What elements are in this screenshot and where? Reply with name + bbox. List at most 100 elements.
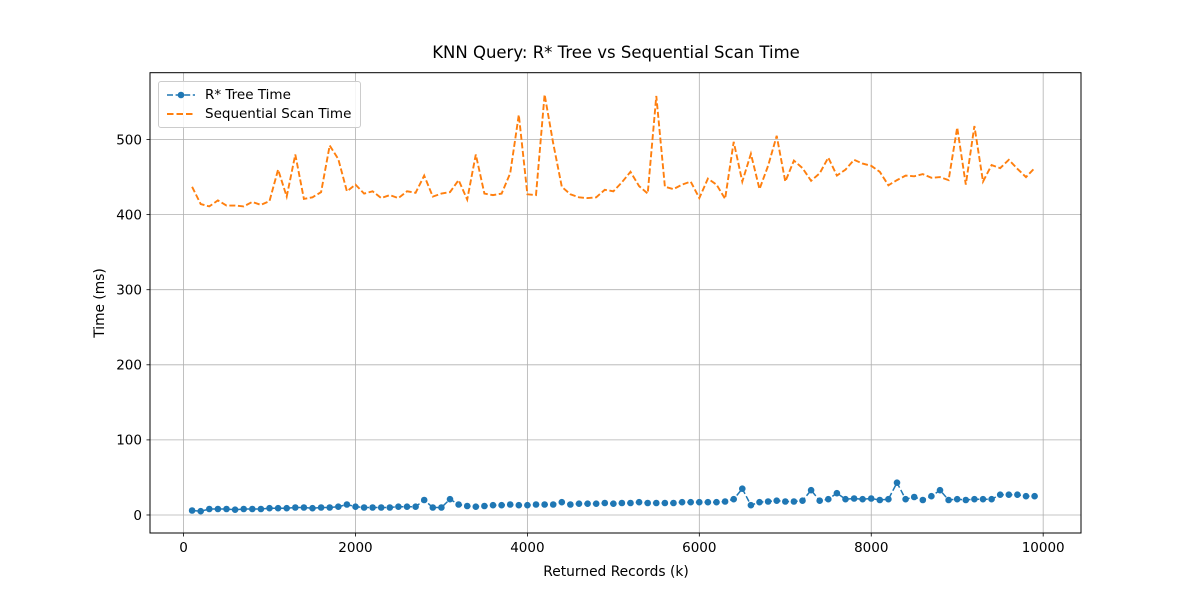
data-point-marker	[429, 504, 437, 511]
data-point-marker	[730, 495, 737, 503]
data-point-marker	[515, 501, 523, 509]
data-point-marker	[575, 500, 583, 508]
data-point-marker	[489, 501, 497, 509]
x-tick-label: 4000	[510, 540, 544, 556]
legend-label-rtree: R* Tree Time	[205, 87, 291, 103]
data-point-marker	[1031, 492, 1038, 500]
data-point-marker	[756, 498, 763, 506]
y-tick-label: 100	[116, 433, 142, 449]
legend: R* Tree Time Sequential Scan Time	[158, 81, 362, 128]
data-point-marker	[257, 505, 265, 513]
data-point-marker	[300, 504, 308, 511]
data-point-marker	[601, 499, 609, 507]
data-point-marker	[369, 504, 376, 511]
data-point-marker	[842, 495, 849, 503]
data-point-marker	[309, 504, 316, 512]
data-point-marker	[627, 499, 634, 507]
data-point-marker	[249, 505, 256, 513]
data-point-marker	[463, 502, 471, 510]
data-point-marker	[773, 497, 780, 505]
data-point-marker	[635, 498, 643, 506]
data-point-marker	[274, 504, 282, 512]
data-point-marker	[618, 499, 626, 507]
y-axis-label: Time (ms)	[92, 268, 108, 338]
data-point-marker	[567, 501, 574, 508]
data-point-marker	[206, 505, 213, 513]
data-point-marker	[816, 497, 823, 505]
data-point-marker	[524, 501, 531, 509]
data-point-marker	[713, 498, 720, 506]
data-point-marker	[386, 504, 394, 511]
series-line-sequential-scan-time	[191, 94, 1036, 208]
data-point-marker	[807, 486, 815, 494]
data-point-marker	[996, 491, 1004, 499]
data-point-marker	[610, 500, 617, 508]
data-point-marker	[902, 495, 909, 503]
y-tick-label: 200	[116, 358, 142, 374]
data-point-marker	[403, 503, 411, 511]
data-point-marker	[481, 502, 488, 510]
data-point-marker	[1014, 491, 1021, 499]
data-point-marker	[747, 501, 755, 509]
data-point-marker	[266, 504, 273, 512]
rtree-line-sample-icon	[167, 91, 195, 99]
data-point-marker	[326, 504, 334, 511]
data-point-marker	[541, 501, 548, 508]
data-point-marker	[687, 498, 694, 506]
data-point-marker	[833, 489, 841, 497]
y-tick-label: 400	[116, 207, 142, 223]
data-point-marker	[1022, 492, 1030, 500]
plot-border	[149, 72, 1082, 534]
data-point-marker	[343, 501, 351, 508]
data-point-marker	[592, 500, 600, 508]
data-point-marker	[644, 499, 651, 507]
x-tick-label: 10000	[1022, 540, 1065, 556]
x-tick-label: 8000	[854, 540, 888, 556]
data-point-marker	[704, 498, 712, 506]
data-point-marker	[653, 499, 660, 507]
legend-label-seqscan: Sequential Scan Time	[205, 106, 352, 122]
data-point-marker	[859, 495, 866, 503]
data-point-marker	[446, 495, 454, 503]
data-point-marker	[214, 505, 222, 513]
legend-entry-rtree: R* Tree Time	[165, 86, 351, 104]
data-point-marker	[799, 497, 806, 505]
legend-entry-seqscan: Sequential Scan Time	[165, 105, 351, 123]
data-point-marker	[910, 493, 918, 501]
seqscan-line-sample-icon	[167, 113, 195, 115]
data-point-marker	[721, 498, 729, 505]
data-point-marker	[876, 496, 884, 504]
data-point-marker	[498, 501, 505, 509]
data-point-marker	[919, 496, 927, 504]
data-point-marker	[231, 506, 239, 513]
data-point-marker	[472, 503, 480, 511]
data-point-marker	[885, 495, 892, 503]
data-point-marker	[945, 496, 952, 504]
data-point-marker	[825, 495, 832, 503]
data-point-marker	[739, 485, 746, 493]
data-point-marker	[292, 504, 299, 511]
data-point-marker	[670, 499, 677, 507]
data-point-marker	[549, 501, 557, 508]
data-point-marker	[395, 503, 402, 511]
data-point-marker	[532, 501, 540, 508]
data-point-marker	[283, 504, 291, 512]
data-point-marker	[1005, 491, 1013, 499]
x-axis-label: Returned Records (k)	[543, 564, 689, 580]
data-point-marker	[971, 495, 978, 503]
data-point-marker	[790, 498, 798, 505]
data-point-marker	[764, 498, 772, 505]
data-point-marker	[420, 496, 428, 504]
data-point-marker	[782, 498, 789, 505]
y-tick-label: 500	[116, 132, 142, 148]
data-point-marker	[962, 496, 970, 504]
data-point-marker	[455, 501, 462, 508]
data-point-marker	[197, 507, 204, 515]
data-point-marker	[988, 495, 995, 503]
x-tick-label: 0	[179, 540, 188, 556]
data-point-marker	[661, 499, 669, 507]
data-point-marker	[867, 495, 875, 502]
data-point-marker	[352, 503, 359, 511]
